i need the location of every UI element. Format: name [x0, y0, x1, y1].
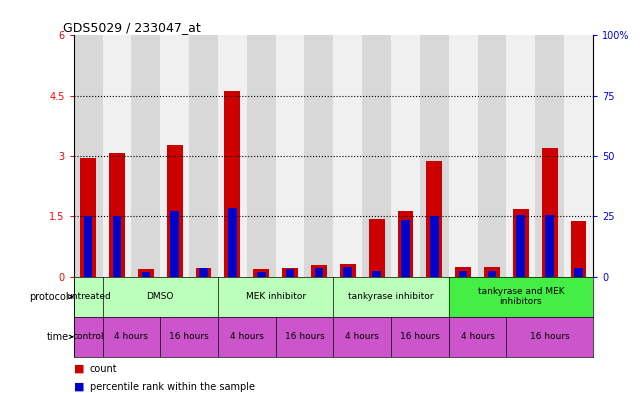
Text: time: time: [46, 332, 69, 342]
Text: count: count: [90, 364, 117, 374]
Bar: [545, 215, 554, 277]
Text: MEK inhibitor: MEK inhibitor: [246, 292, 306, 301]
Bar: [535, 35, 564, 277]
Text: percentile rank within the sample: percentile rank within the sample: [90, 382, 254, 392]
Text: ■: ■: [74, 364, 84, 374]
Text: protocol: protocol: [29, 292, 69, 301]
Text: 4 hours: 4 hours: [115, 332, 148, 341]
Bar: [138, 269, 154, 277]
Bar: [160, 35, 189, 277]
Bar: [344, 267, 352, 277]
Bar: [333, 277, 449, 317]
Bar: [369, 219, 385, 277]
Text: DMSO: DMSO: [147, 292, 174, 301]
Text: 16 hours: 16 hours: [169, 332, 209, 341]
Bar: [391, 317, 449, 357]
Bar: [459, 270, 467, 277]
Text: GDS5029 / 233047_at: GDS5029 / 233047_at: [63, 21, 201, 34]
Bar: [478, 35, 506, 277]
Bar: [449, 35, 478, 277]
Bar: [430, 216, 438, 277]
Text: 4 hours: 4 hours: [230, 332, 263, 341]
Bar: [315, 268, 323, 277]
Bar: [80, 158, 96, 277]
Bar: [333, 35, 362, 277]
Bar: [142, 272, 150, 277]
Bar: [113, 216, 121, 277]
Bar: [397, 211, 413, 277]
Text: control: control: [72, 332, 104, 341]
Bar: [167, 145, 183, 277]
Text: 4 hours: 4 hours: [345, 332, 379, 341]
Bar: [484, 267, 500, 277]
Bar: [228, 208, 237, 277]
Bar: [391, 35, 420, 277]
Text: tankyrase and MEK
inhibitors: tankyrase and MEK inhibitors: [478, 287, 564, 306]
Bar: [564, 35, 593, 277]
Bar: [488, 270, 496, 277]
Bar: [224, 91, 240, 277]
Bar: [282, 268, 298, 277]
Bar: [253, 269, 269, 277]
Bar: [74, 35, 103, 277]
Bar: [372, 270, 381, 277]
Bar: [449, 277, 593, 317]
Bar: [109, 153, 125, 277]
Bar: [570, 222, 587, 277]
Bar: [218, 317, 276, 357]
Bar: [218, 35, 247, 277]
Bar: [103, 317, 160, 357]
Bar: [517, 215, 525, 277]
Bar: [84, 216, 92, 277]
Bar: [189, 35, 218, 277]
Bar: [257, 272, 265, 277]
Bar: [74, 317, 103, 357]
Bar: [542, 148, 558, 277]
Bar: [160, 317, 218, 357]
Text: 16 hours: 16 hours: [400, 332, 440, 341]
Bar: [276, 35, 304, 277]
Bar: [74, 277, 103, 317]
Bar: [420, 35, 449, 277]
Bar: [103, 277, 218, 317]
Bar: [574, 268, 583, 277]
Bar: [304, 35, 333, 277]
Text: tankyrase inhibitor: tankyrase inhibitor: [348, 292, 434, 301]
Bar: [276, 317, 333, 357]
Bar: [218, 277, 333, 317]
Text: 4 hours: 4 hours: [461, 332, 494, 341]
Text: ■: ■: [74, 382, 84, 392]
Bar: [311, 265, 327, 277]
Bar: [171, 211, 179, 277]
Bar: [131, 35, 160, 277]
Bar: [449, 317, 506, 357]
Bar: [333, 317, 391, 357]
Bar: [362, 35, 391, 277]
Bar: [196, 268, 212, 277]
Bar: [426, 161, 442, 277]
Text: 16 hours: 16 hours: [285, 332, 324, 341]
Bar: [247, 35, 276, 277]
Bar: [199, 268, 208, 277]
Bar: [286, 269, 294, 277]
Text: untreated: untreated: [66, 292, 110, 301]
Bar: [340, 264, 356, 277]
Bar: [513, 209, 529, 277]
Bar: [401, 220, 410, 277]
Text: 16 hours: 16 hours: [529, 332, 570, 341]
Bar: [506, 35, 535, 277]
Bar: [455, 267, 471, 277]
Bar: [103, 35, 131, 277]
Bar: [506, 317, 593, 357]
